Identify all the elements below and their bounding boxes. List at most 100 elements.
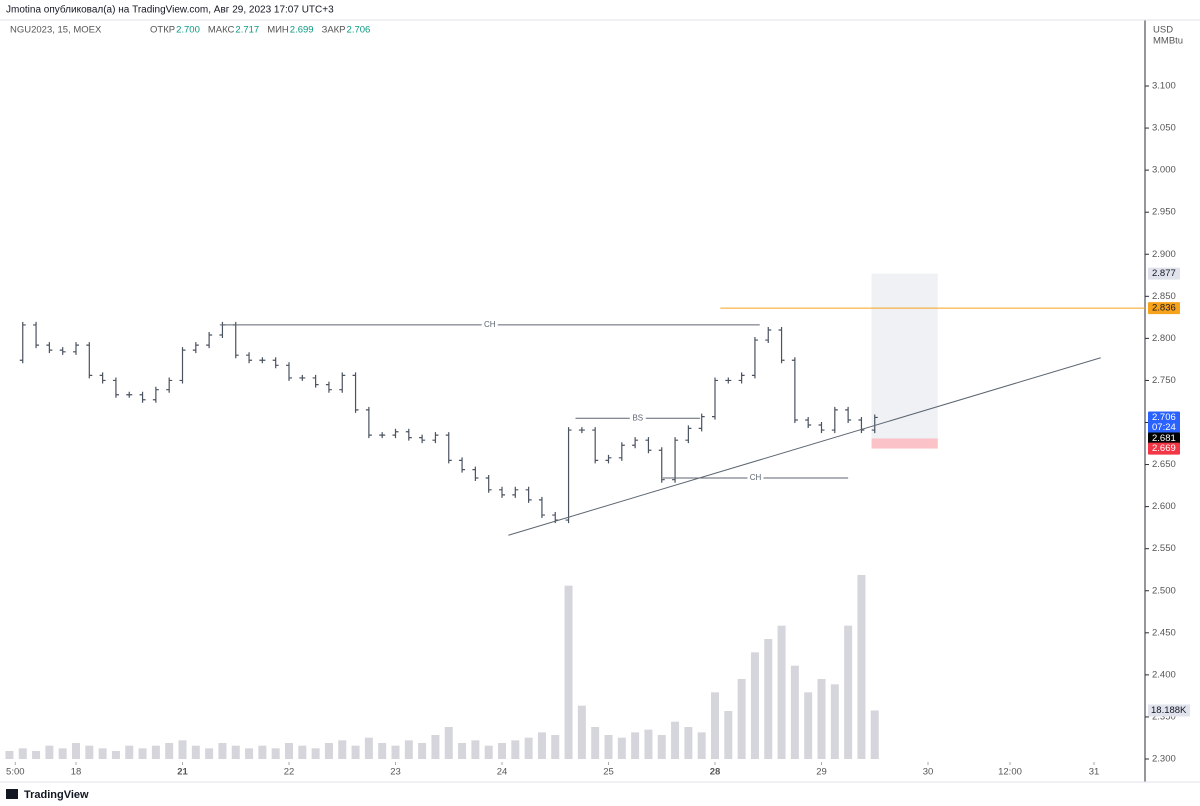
y-tick-label: 2.900 [1152, 249, 1176, 260]
price-bar [19, 321, 26, 364]
y-tick-label: 2.300 [1152, 754, 1176, 765]
price-bar [445, 432, 452, 464]
price-bar [485, 475, 492, 493]
volume-bar [870, 710, 879, 759]
price-label-bg [1148, 267, 1180, 280]
price-bar [512, 486, 519, 498]
price-label-bg [1148, 302, 1180, 315]
volume-bar [537, 732, 546, 759]
ohlc-value: 2.706 [347, 25, 371, 36]
price-bar [152, 386, 159, 403]
volume-bar [577, 705, 586, 759]
price-label: 2.877 [1152, 268, 1176, 279]
y-tick-label: 2.800 [1152, 333, 1176, 344]
volume-bar [72, 743, 80, 759]
price-bar [578, 427, 585, 434]
ohlc-label: МАКС [208, 25, 235, 36]
volume-bar [724, 711, 733, 759]
volume-bar [777, 625, 786, 759]
price-bar [672, 437, 679, 483]
x-tick-label: 31 [1089, 767, 1100, 778]
price-label: 2.836 [1152, 303, 1176, 314]
symbol: NGU2023, 15, MOEX [10, 25, 102, 36]
ohlc-value: 2.717 [235, 25, 259, 36]
volume-bar [205, 748, 214, 759]
price-bar [352, 372, 359, 413]
price-bar [765, 326, 772, 344]
price-label-bg [1148, 432, 1180, 445]
position-stop [871, 438, 938, 449]
price-bar [272, 357, 279, 369]
x-tick-label: 23 [390, 767, 401, 778]
logo [6, 789, 18, 799]
volume-bar [551, 735, 560, 759]
volume-bar [338, 740, 347, 759]
price-bar [392, 428, 399, 439]
price-label: 2.706 [1152, 412, 1176, 423]
volume-bar [32, 751, 41, 759]
price-bar [179, 347, 186, 384]
volume-bar [644, 729, 653, 759]
volume-bar [138, 748, 147, 759]
x-tick-label: 29 [816, 767, 827, 778]
volume-bar [378, 743, 387, 759]
volume-bar [165, 743, 174, 759]
price-bar [791, 357, 798, 423]
x-tick-label: 21 [177, 767, 188, 778]
volume-bar [671, 721, 680, 759]
volume-bar [311, 748, 320, 759]
volume-bar [711, 692, 719, 759]
volume-bar [218, 743, 227, 759]
price-bar [99, 372, 106, 384]
volume-bar [697, 732, 706, 759]
x-tick-label: 28 [710, 767, 721, 778]
price-label-bg [1148, 442, 1180, 455]
price-bar [339, 372, 346, 393]
volume-bar [750, 652, 759, 759]
y-tick-label: 2.600 [1152, 501, 1176, 512]
price-bar [525, 486, 532, 503]
y-tick-label: 2.500 [1152, 585, 1176, 596]
footer: TradingView [24, 789, 89, 801]
level-label: CH [484, 320, 496, 329]
price-bar [206, 332, 213, 349]
price-bar [246, 352, 253, 364]
price-bar [73, 342, 79, 355]
ohlc-value: 2.700 [176, 25, 200, 36]
volume-bar [58, 748, 67, 759]
volume-bar [351, 745, 360, 759]
volume-bar [151, 745, 160, 759]
level-label: CH [750, 473, 762, 482]
level-label-bg [747, 473, 764, 484]
volume-bar [737, 679, 746, 759]
x-tick-label: 25 [603, 767, 614, 778]
volume-bar [404, 740, 413, 759]
price-bar [325, 381, 332, 393]
price-bar [312, 374, 319, 388]
price-bar [778, 326, 785, 364]
volume-bar [591, 727, 600, 759]
price-bar [365, 406, 372, 439]
volume-bar [817, 679, 826, 759]
volume-bar [431, 735, 440, 759]
price-label: 2.681 [1152, 433, 1176, 444]
volume-bar [5, 751, 14, 759]
volume-bar [657, 735, 666, 759]
x-tick-label: 30 [923, 767, 934, 778]
volume-bar [391, 745, 400, 759]
volume-bar [418, 743, 427, 759]
price-bar [565, 427, 572, 524]
price-bar [46, 342, 53, 354]
price-bar [685, 425, 692, 444]
price-bar [871, 414, 878, 434]
countdown: 07:24 [1152, 422, 1176, 433]
volume-bar [498, 743, 506, 759]
price-bar [86, 342, 93, 379]
price-bar [259, 357, 266, 364]
price-bar [112, 377, 119, 398]
price-bar [459, 457, 466, 473]
volume-bar [191, 745, 200, 759]
volume-bar [231, 745, 240, 759]
y-tick-label: 2.750 [1152, 375, 1176, 386]
price-bar [219, 321, 226, 339]
